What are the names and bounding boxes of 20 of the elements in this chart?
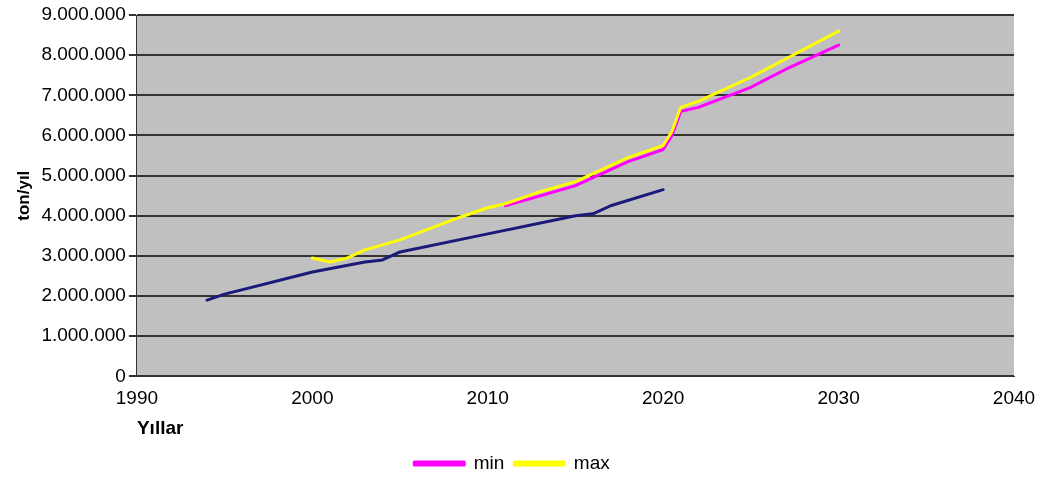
y-tick-label: 3.000.000	[41, 244, 126, 266]
y-tick-label: 0	[115, 364, 126, 386]
y-tick-label: 5.000.000	[41, 163, 126, 185]
y-tick-label: 8.000.000	[41, 43, 126, 65]
x-tick-label: 2000	[291, 387, 334, 409]
y-axis-title: ton/yıl	[13, 170, 33, 221]
legend-label: min	[473, 451, 505, 473]
y-tick-label: 1.000.000	[41, 324, 126, 346]
x-tick-label: 2030	[817, 387, 860, 409]
y-tick-label: 4.000.000	[41, 204, 126, 226]
y-tick-label: 2.000.000	[41, 284, 126, 306]
x-tick-label: 2040	[992, 387, 1036, 409]
x-axis-title: Yıllar	[136, 416, 184, 438]
y-tick-label: 7.000.000	[41, 83, 126, 105]
legend-label: max	[573, 451, 611, 473]
y-tick-label: 9.000.000	[41, 3, 126, 25]
x-tick-label: 2010	[466, 387, 509, 409]
x-tick-label: 2020	[642, 387, 685, 409]
x-tick-label: 1990	[115, 387, 159, 409]
y-tick-label: 6.000.000	[41, 123, 126, 145]
